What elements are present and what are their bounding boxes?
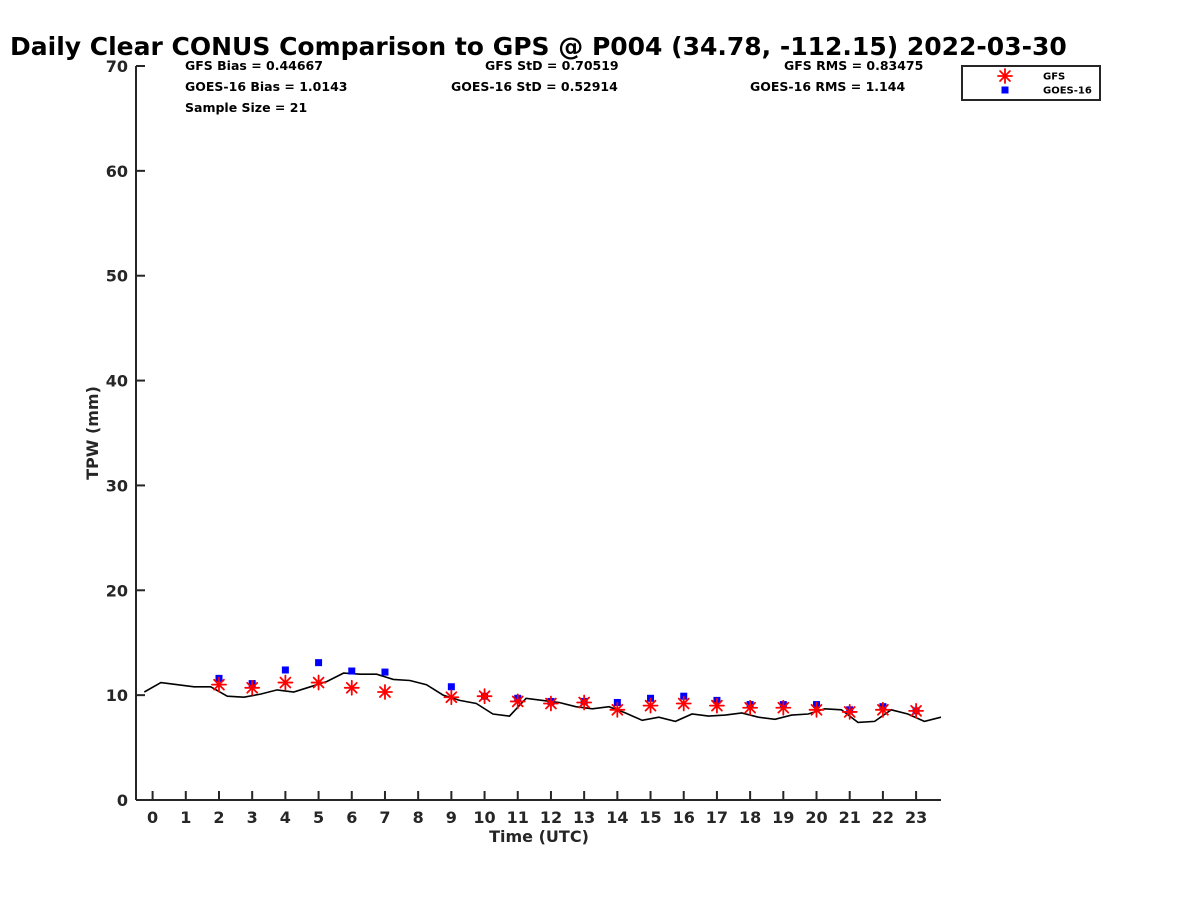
gfs-point: [576, 694, 593, 711]
y-tick-label: 50: [106, 267, 128, 286]
x-tick-label: 18: [739, 808, 761, 827]
x-tick-label: 20: [805, 808, 827, 827]
gfs-point: [211, 676, 227, 693]
x-tick-label: 10: [473, 808, 495, 827]
goes-16-point: [348, 667, 356, 675]
goes-16-point: [447, 683, 455, 691]
stat-text: GOES-16 Bias = 1.0143: [185, 79, 347, 94]
data-points-layer: [211, 659, 925, 720]
x-tick-label: 12: [540, 808, 562, 827]
stat-text: GOES-16 RMS = 1.144: [750, 79, 905, 94]
y-tick-label: 40: [106, 372, 128, 391]
y-tick-label: 60: [106, 162, 128, 181]
y-tick-label: 70: [106, 57, 128, 76]
gfs-point: [509, 693, 526, 710]
stat-text: GFS RMS = 0.83475: [784, 58, 923, 73]
y-axis-label: TPW (mm): [83, 386, 102, 480]
x-tick-label: 11: [507, 808, 529, 827]
x-tick-label: 23: [905, 808, 927, 827]
x-tick-label: 3: [247, 808, 258, 827]
stat-text: GFS StD = 0.70519: [485, 58, 619, 73]
x-tick-label: 7: [379, 808, 390, 827]
x-tick-label: 14: [606, 808, 628, 827]
x-tick-label: 13: [573, 808, 595, 827]
gps-series-line: [143, 672, 942, 724]
goes-16-point: [281, 666, 289, 674]
stat-text: Sample Size = 21: [185, 100, 307, 115]
x-tick-label: 2: [213, 808, 224, 827]
gfs-point: [543, 695, 559, 712]
gfs-point: [875, 701, 891, 718]
gfs-point: [277, 674, 294, 691]
gfs-point: [476, 688, 493, 705]
x-tick-label: 17: [706, 808, 728, 827]
gfs-point: [343, 679, 360, 696]
y-tick-label: 0: [117, 791, 128, 810]
x-tick-label: 19: [772, 808, 794, 827]
gfs-point: [377, 684, 393, 700]
legend-label: GOES-16: [1043, 86, 1092, 97]
x-tick-label: 21: [839, 808, 861, 827]
gfs-point: [841, 704, 858, 720]
gfs-point: [642, 697, 659, 714]
gfs-point: [808, 701, 825, 718]
x-tick-label: 16: [673, 808, 695, 827]
statistics-annotations: GFS Bias = 0.44667 GFS StD = 0.70519 GFS R…: [185, 58, 923, 115]
x-tick-label: 5: [313, 808, 324, 827]
gfs-point: [443, 689, 460, 706]
gps-line-layer: [143, 672, 942, 724]
stat-text: GFS Bias = 0.44667: [185, 58, 323, 73]
gfs-point: [609, 701, 626, 718]
gfs-point: [709, 697, 725, 714]
goes-16-point: [381, 668, 389, 676]
stat-text: GOES-16 StD = 0.52914: [451, 79, 618, 94]
legend-gfs-marker: [997, 68, 1013, 84]
y-tick-label: 30: [106, 476, 128, 495]
x-tick-label: 15: [639, 808, 661, 827]
x-axis-label: Time (UTC): [489, 827, 589, 846]
gfs-point: [742, 699, 759, 716]
legend-goes-16-marker: [1001, 86, 1009, 94]
x-tick-label: 9: [446, 808, 457, 827]
gfs-point: [908, 702, 925, 719]
legend-label: GFS: [1043, 72, 1065, 83]
x-tick-label: 4: [280, 808, 291, 827]
gfs-point: [775, 699, 792, 716]
x-tick-label: 6: [346, 808, 357, 827]
legend-box: [961, 65, 1101, 101]
goes-16-point: [315, 659, 323, 667]
x-tick-label: 1: [180, 808, 191, 827]
y-tick-label: 10: [106, 686, 128, 705]
x-tick-label: 8: [413, 808, 424, 827]
gfs-point: [675, 695, 692, 712]
gfs-point: [244, 679, 261, 696]
legend: GFS GOES-16: [961, 65, 1101, 101]
gfs-point: [310, 674, 327, 691]
x-tick-label: 22: [872, 808, 894, 827]
chart-title: Daily Clear CONUS Comparison to GPS @ P0…: [10, 32, 1067, 61]
x-tick-label: 0: [147, 808, 158, 827]
y-tick-label: 20: [106, 581, 128, 600]
